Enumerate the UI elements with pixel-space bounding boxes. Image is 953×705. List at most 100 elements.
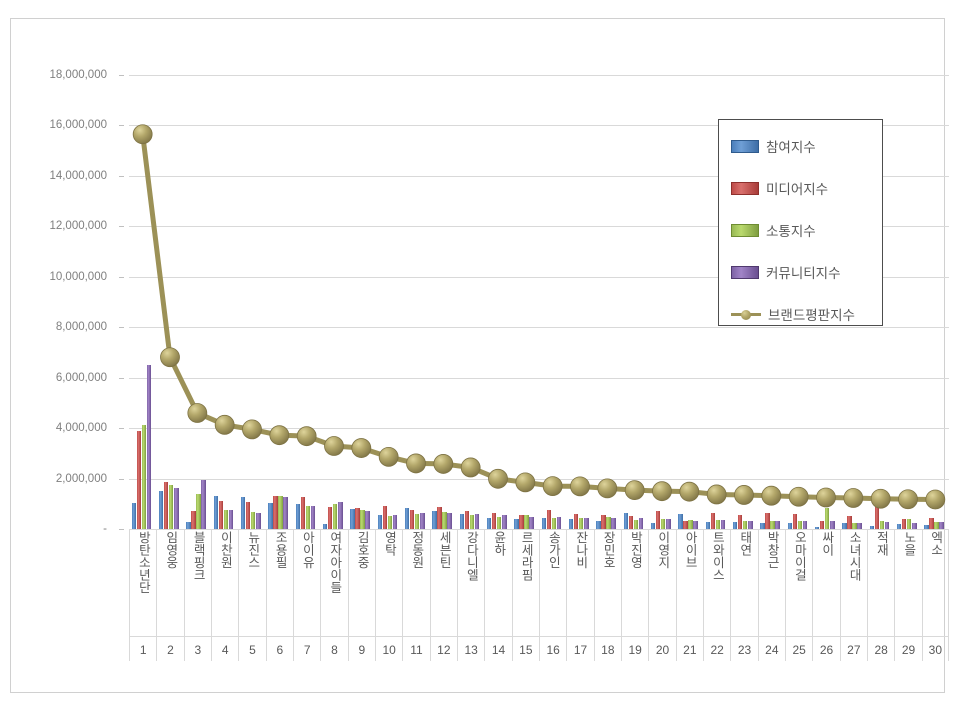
x-axis-rank-label: 18 [601,643,615,657]
x-axis-rank-label: 9 [358,643,366,657]
x-axis-category-cell: 박창근 24 [757,529,785,661]
bar-group [156,75,183,529]
bar-0 [541,518,546,529]
bar-0 [432,511,437,529]
gridline [129,125,949,127]
legend-label: 미디어지수 [766,182,829,197]
x-axis-category-cell: 엑소 30 [921,529,949,661]
bar-1 [464,511,469,529]
bar-group [894,75,921,529]
bar-1 [573,514,579,529]
x-axis-category-name: 장민호 [601,531,616,569]
line-marker [925,489,946,510]
bar-3 [830,520,835,529]
x-axis-category-name: 이찬원 [218,531,233,569]
y-axis-label: 8,000,000 [55,321,107,334]
bar-1 [874,507,879,529]
bar-group [594,75,621,529]
bar-1 [683,520,688,529]
x-axis-category-cell: 세븐틴 12 [429,529,457,661]
bar-1 [710,512,715,529]
x-axis-rank-label: 20 [655,643,670,657]
legend-item[interactable]: 커뮤니티지수 [731,262,841,282]
gridline [129,276,949,278]
bar-3 [611,518,616,529]
y-axis-tick [119,125,124,127]
x-axis-category-name: 태연 [737,531,752,556]
bar-0 [240,497,246,529]
bar-2 [633,520,639,529]
bar-1 [929,518,934,529]
x-axis-category-name: 윤하 [491,531,506,556]
x-axis-category-name: 조용필 [273,531,288,569]
legend-item[interactable]: 미디어지수 [731,178,828,198]
x-axis-category-cell: 소녀시대 27 [839,529,867,661]
bar-3 [556,517,562,529]
bar-2 [251,511,256,529]
x-axis-category-name: 적재 [874,531,889,556]
bar-1 [437,506,442,529]
bar-3 [447,513,452,529]
bar-2 [141,424,147,529]
bar-0 [787,522,792,529]
bar-group [293,75,320,529]
bar-0 [678,514,683,529]
line-marker [898,489,918,510]
x-axis-category-cell: 임영웅 2 [156,529,183,661]
x-axis-category-name: 여자아이들 [327,531,342,594]
bar-3 [939,522,944,529]
bar-group [484,75,511,529]
bar-3 [720,520,726,529]
bar-1 [847,515,852,529]
bar-2 [360,510,365,529]
bar-1 [491,512,497,529]
legend-item[interactable]: 소통지수 [731,220,816,240]
y-axis-label: 16,000,000 [49,119,107,132]
bar-group [621,75,648,529]
bar-0 [760,522,765,529]
line-marker [378,446,399,467]
legend-item[interactable]: 참여지수 [731,136,816,156]
bar-2 [278,495,283,529]
bar-3 [529,516,534,529]
y-axis-label: 18,000,000 [49,69,107,81]
bar-group [539,75,566,529]
bar-3 [775,521,780,529]
bar-2 [196,493,201,529]
x-axis-rank-label: 8 [331,643,338,657]
legend-line-marker-icon [731,309,761,320]
x-axis-rank-label: 13 [464,643,478,657]
y-axis-tick [119,276,124,278]
bar-group [867,75,894,529]
x-axis-category-cell: 블랙핑크 3 [183,529,211,661]
bar-3 [310,505,316,529]
x-axis-category-name: 아이유 [300,531,315,569]
bar-0 [158,490,164,529]
bar-group [457,75,484,529]
x-axis-category-cell: 박진영 19 [621,529,648,661]
bar-0 [896,524,902,529]
x-axis-rank-label: 24 [765,643,779,657]
x-axis-category-name: 영탁 [382,531,397,556]
y-axis-tick [119,75,124,76]
x-axis-category-name: 임영웅 [163,531,178,569]
bar-2 [415,513,420,529]
bar-3 [201,479,206,529]
bar-3 [365,511,370,529]
bar-group [402,75,429,529]
bar-0 [568,518,574,529]
x-axis-category-name: 노을 [901,531,916,556]
x-axis-category-cell: 이영지 20 [648,529,675,661]
bar-group [320,75,347,529]
bar-1 [901,518,907,529]
bar-2 [852,523,857,529]
x-axis-category-name: 이영지 [655,531,670,569]
gridline [129,377,949,379]
line-marker [761,485,782,506]
x-axis-category-cell: 장민호 18 [593,529,621,661]
bar-group [266,75,293,529]
legend-item[interactable]: 브랜드평판지수 [731,304,855,324]
bar-3 [884,522,890,529]
line-marker [132,124,153,145]
x-axis-category-name: 블랙핑크 [191,531,206,581]
